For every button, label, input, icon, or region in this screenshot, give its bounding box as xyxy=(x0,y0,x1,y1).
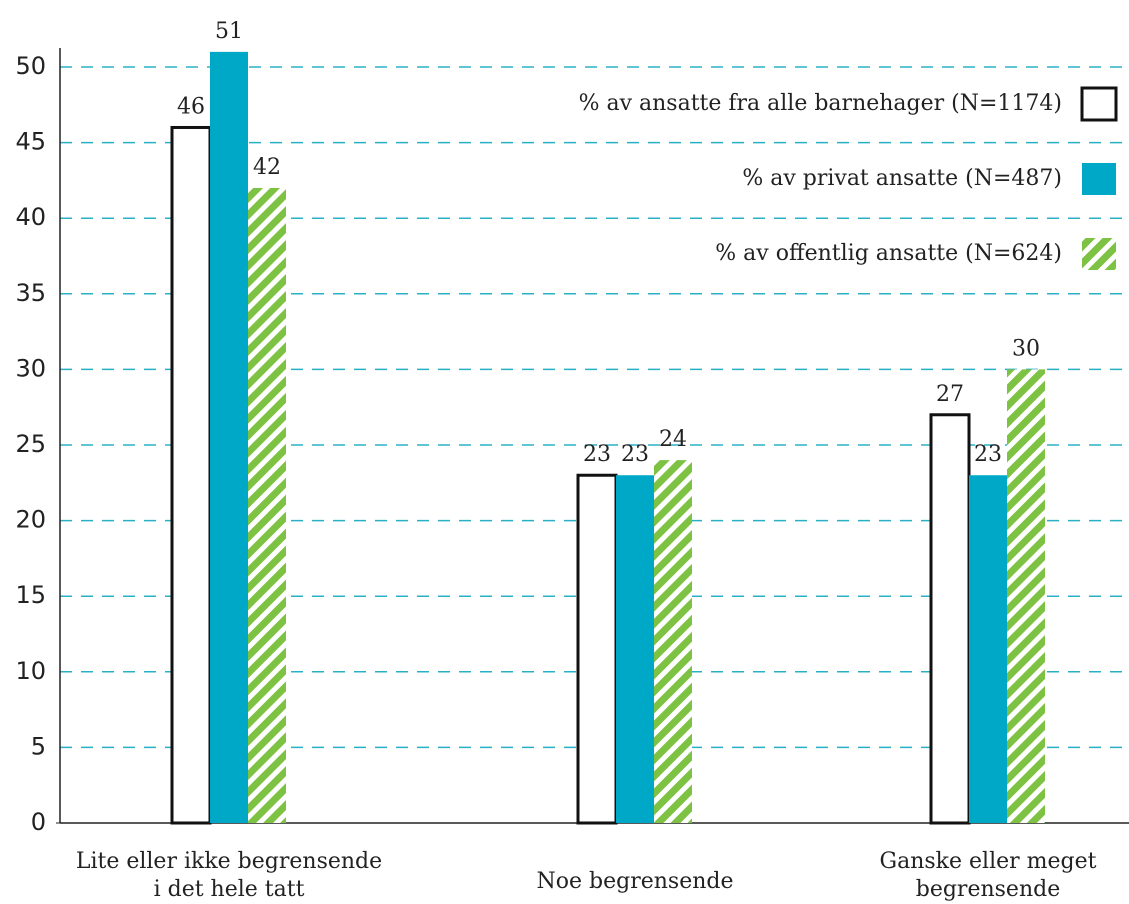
legend-swatch xyxy=(1082,163,1116,195)
bar xyxy=(969,475,1007,823)
y-tick-label: 35 xyxy=(15,279,46,307)
bar xyxy=(210,51,248,823)
bar xyxy=(248,187,286,823)
y-tick-label: 50 xyxy=(15,52,46,80)
y-tick-label: 30 xyxy=(15,354,46,382)
legend-label: % av privat ansatte (N=487) xyxy=(742,166,1062,191)
y-tick-label: 20 xyxy=(15,506,46,534)
legend-swatch xyxy=(1082,238,1116,270)
y-tick-label: 40 xyxy=(15,203,46,231)
value-label: 46 xyxy=(177,94,205,119)
x-tick-label: begrensende xyxy=(916,877,1060,902)
y-tick-label: 45 xyxy=(15,128,46,156)
bar xyxy=(654,460,692,823)
value-label: 51 xyxy=(215,19,243,44)
y-tick-label: 0 xyxy=(31,808,46,836)
y-tick-label: 15 xyxy=(15,581,46,609)
y-tick-label: 25 xyxy=(15,430,46,458)
value-label: 27 xyxy=(936,382,964,407)
bar xyxy=(929,413,971,825)
bar xyxy=(616,475,654,823)
x-tick-label: Ganske eller meget xyxy=(880,849,1097,874)
y-tick-label: 10 xyxy=(15,657,46,685)
bar xyxy=(1007,369,1045,823)
x-tick-label: i det hele tatt xyxy=(154,877,305,902)
bar xyxy=(170,125,212,825)
value-label: 23 xyxy=(974,442,1002,467)
value-label: 24 xyxy=(659,427,687,452)
bar xyxy=(576,473,618,825)
value-label: 30 xyxy=(1012,336,1040,361)
legend-label: % av ansatte fra alle barnehager (N=1174… xyxy=(579,91,1062,116)
value-label: 23 xyxy=(621,442,649,467)
value-label: 23 xyxy=(583,442,611,467)
y-tick-label: 5 xyxy=(31,732,46,760)
legend-label: % av offentlig ansatte (N=624) xyxy=(715,241,1062,266)
x-tick-label: Lite eller ikke begrensende xyxy=(76,849,382,874)
legend-swatch xyxy=(1080,86,1118,122)
value-label: 42 xyxy=(253,155,281,180)
x-tick-label: Noe begrensende xyxy=(537,869,734,894)
